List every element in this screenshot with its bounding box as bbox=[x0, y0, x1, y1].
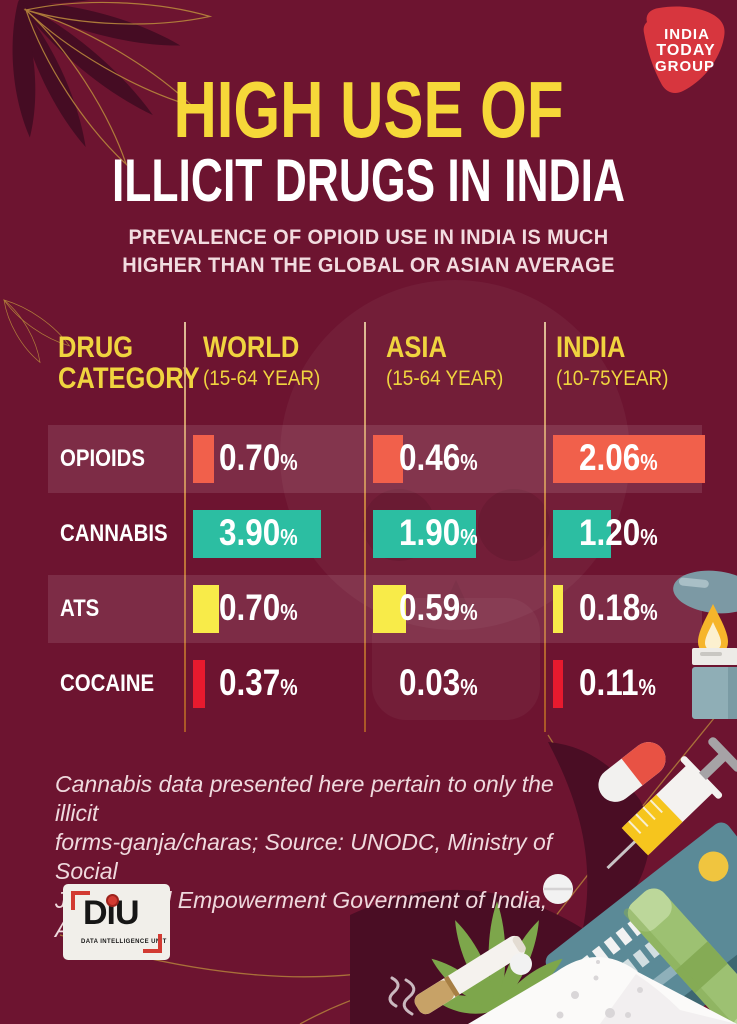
column-divider bbox=[544, 322, 546, 732]
subtitle: PREVALENCE OF OPIOID USE IN INDIA IS MUC… bbox=[18, 224, 718, 280]
bar-cannabis-india bbox=[553, 510, 611, 558]
bracket-icon bbox=[143, 934, 162, 953]
row-label: CANNABIS bbox=[60, 520, 168, 547]
subtitle-line-1: PREVALENCE OF OPIOID USE IN INDIA IS MUC… bbox=[128, 226, 609, 249]
row-label: COCAINE bbox=[60, 670, 155, 697]
cell-ats-india: 0.18% bbox=[545, 575, 705, 643]
svg-text:INDIA: INDIA bbox=[664, 26, 710, 43]
subtitle-line-2: HIGHER THAN THE GLOBAL OR ASIAN AVERAGE bbox=[122, 254, 615, 277]
cell-cocaine-india: 0.11% bbox=[545, 650, 705, 718]
title-line-2: ILLICIT DRUGS IN INDIA bbox=[111, 147, 626, 214]
smoke-icon bbox=[388, 976, 416, 1016]
title-line-1: HIGH USE OF bbox=[173, 65, 564, 154]
bar-cocaine-india bbox=[553, 660, 563, 708]
syringe-icon bbox=[606, 737, 737, 870]
cell-cannabis-india: 1.20% bbox=[545, 500, 705, 568]
rolled-banknote-icon bbox=[623, 888, 737, 1024]
column-divider bbox=[184, 322, 186, 732]
bar-ats-india bbox=[553, 585, 563, 633]
joint-cigarette-icon bbox=[414, 935, 526, 1015]
column-divider bbox=[364, 322, 366, 732]
bar-cocaine-world bbox=[193, 660, 205, 708]
capsule-pill-icon bbox=[598, 742, 666, 802]
fingerprint-dot-icon bbox=[106, 894, 119, 907]
diu-data-intelligence-unit-logo: DiU DATA INTELLIGENCE UNIT bbox=[63, 884, 170, 960]
table-row-cannabis: CANNABIS 3.90% 1.90% 1.20% bbox=[48, 500, 702, 568]
column-header-world: WORLD (15-64 YEAR) bbox=[203, 331, 321, 390]
cell-cannabis-world: 3.90% bbox=[185, 500, 363, 568]
cell-cannabis-asia: 1.90% bbox=[365, 500, 543, 568]
bar-opioids-world bbox=[193, 435, 214, 483]
cell-cocaine-world: 0.37% bbox=[185, 650, 363, 718]
column-header-drug-category: DRUG CATEGORY bbox=[58, 331, 200, 395]
cell-opioids-india: 2.06% bbox=[545, 425, 705, 493]
bracket-icon bbox=[71, 891, 90, 910]
credit-card-icon bbox=[545, 822, 737, 1024]
column-header-asia: ASIA (15-64 YEAR) bbox=[386, 331, 504, 390]
logo-pick-shape bbox=[643, 6, 725, 93]
india-today-group-logo: INDIA TODAY GROUP bbox=[643, 6, 725, 93]
bar-opioids-india bbox=[553, 435, 705, 483]
bar-cannabis-asia bbox=[373, 510, 476, 558]
row-label: ATS bbox=[60, 595, 100, 622]
powder-pile-icon bbox=[468, 957, 737, 1024]
svg-text:TODAY: TODAY bbox=[656, 42, 715, 59]
column-header-india: INDIA (10-75YEAR) bbox=[556, 331, 669, 390]
bar-opioids-asia bbox=[373, 435, 403, 483]
row-label: OPIOIDS bbox=[60, 445, 146, 472]
source-note-line-2: forms-ganja/charas; Source: UNODC, Minis… bbox=[55, 829, 553, 884]
table-row-opioids: OPIOIDS 0.70% 0.46% 2.06% bbox=[48, 425, 705, 493]
cell-ats-world: 0.70% bbox=[185, 575, 363, 643]
cell-ats-asia: 0.59% bbox=[365, 575, 543, 643]
cell-opioids-world: 0.70% bbox=[185, 425, 363, 493]
cell-opioids-asia: 0.46% bbox=[365, 425, 543, 493]
bar-ats-asia bbox=[373, 585, 406, 633]
bar-ats-world bbox=[193, 585, 219, 633]
bar-cannabis-world bbox=[193, 510, 321, 558]
source-note-line-1: Cannabis data presented here pertain to … bbox=[55, 771, 554, 826]
svg-text:GROUP: GROUP bbox=[655, 58, 715, 75]
table-row-ats: ATS 0.70% 0.59% 0.18% bbox=[48, 575, 702, 643]
cell-cocaine-asia: 0.03% bbox=[399, 662, 478, 704]
table-row-cocaine: COCAINE 0.37% 0.03% 0.11% bbox=[48, 650, 702, 718]
